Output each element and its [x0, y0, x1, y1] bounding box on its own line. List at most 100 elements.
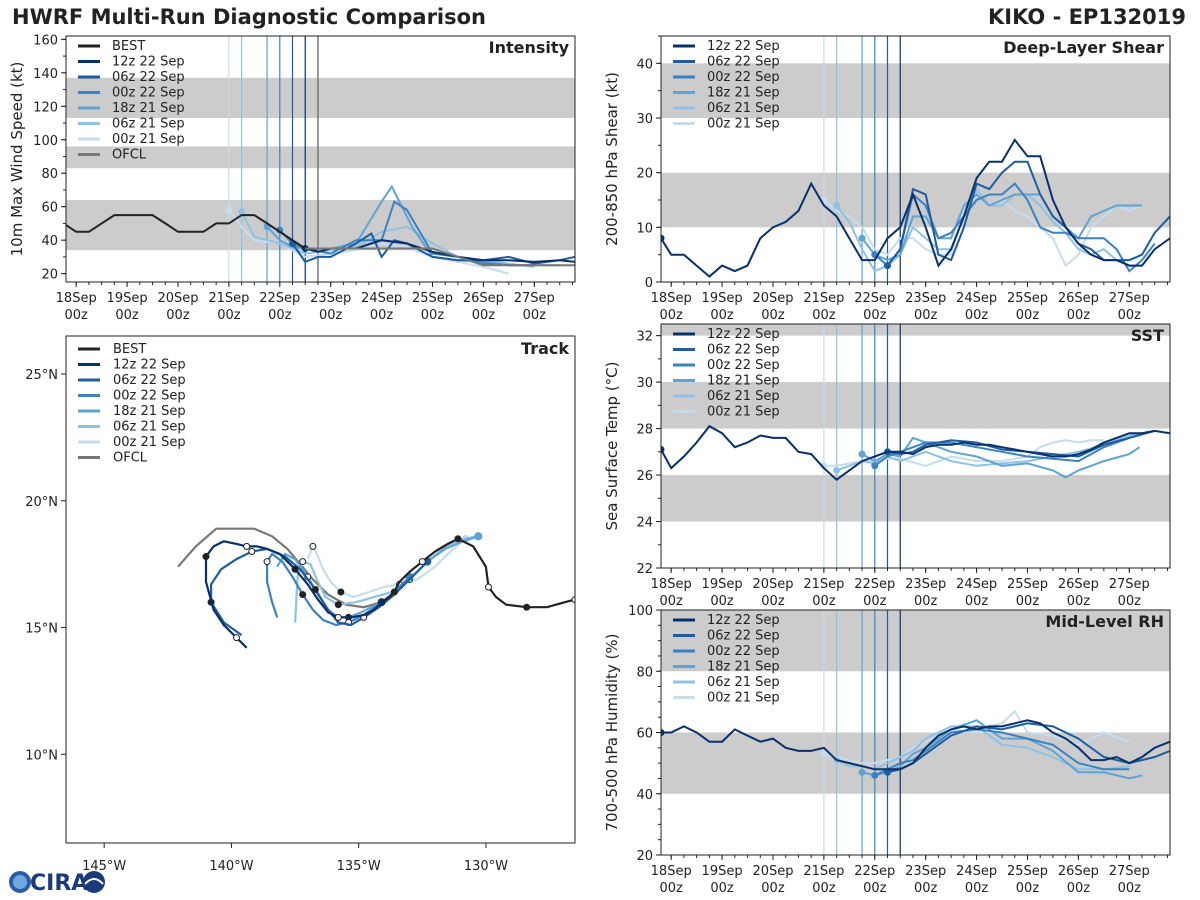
y-tick-label: 20: [41, 268, 58, 283]
plot-frame: [660, 609, 1171, 856]
x-tick-label-date: 26Sep: [1058, 577, 1099, 592]
y-tick-label: 60: [41, 201, 58, 216]
series-init-marker: [661, 234, 665, 242]
panel-title: Mid-Level RH: [1045, 612, 1164, 631]
lat-tick-label: 25°N: [25, 368, 58, 383]
track-position-marker: [207, 598, 215, 606]
x-tick-label-date: 19Sep: [107, 291, 148, 306]
x-tick-label-hour: 00z: [421, 308, 445, 323]
legend-label: 12z 22 Sep: [707, 327, 780, 342]
legend-label: OFCL: [112, 148, 147, 163]
lon-tick-label: 140°W: [209, 859, 253, 874]
legend-label: 18z 21 Sep: [707, 660, 780, 675]
series-line: [836, 429, 1155, 472]
legend-label: 12z 22 Sep: [707, 39, 780, 54]
best-track: [380, 537, 575, 609]
run-track: [210, 547, 429, 636]
legend-label: 06z 21 Sep: [707, 675, 780, 690]
x-tick-label-hour: 00z: [472, 308, 496, 323]
plot-frame: [660, 35, 1171, 283]
y-axis-label: Sea Surface Temp (°C): [603, 361, 621, 530]
x-tick-label-hour: 00z: [710, 594, 734, 609]
x-tick-label-hour: 00z: [217, 308, 241, 323]
series-line: [291, 232, 575, 265]
legend-label: 00z 22 Sep: [707, 644, 780, 659]
shade-band: [661, 382, 1170, 429]
x-tick-label-hour: 00z: [1067, 308, 1091, 323]
legend-label: BEST: [113, 342, 146, 357]
panel-title: Track: [521, 339, 569, 358]
best-position-marker: [523, 603, 531, 611]
x-tick-label-date: 22Sep: [854, 291, 895, 306]
best-position-marker: [571, 596, 575, 604]
shade-band: [661, 172, 1170, 228]
best-position-marker: [390, 588, 398, 596]
x-tick-label-hour: 00z: [710, 881, 734, 896]
x-tick-label-date: 27Sep: [1109, 577, 1150, 592]
logo-seal-wave: [84, 878, 104, 885]
legend-label: 00z 22 Sep: [707, 358, 780, 373]
x-tick-label-hour: 00z: [761, 594, 785, 609]
y-tick-label: 80: [41, 167, 58, 182]
y-tick-label: 20: [636, 849, 653, 864]
legend-label: 06z 22 Sep: [113, 373, 186, 388]
legend-label: 06z 22 Sep: [707, 343, 780, 358]
plot-frame: [660, 323, 1171, 569]
y-tick-label: 30: [636, 376, 653, 391]
x-tick-label-hour: 00z: [1067, 594, 1091, 609]
series-init-marker: [820, 196, 828, 204]
series-line: [887, 429, 1155, 458]
track-position-marker: [299, 558, 307, 566]
series-init-marker: [884, 262, 892, 270]
lat-tick-label: 10°N: [25, 748, 58, 763]
cira-logo: CIRA: [9, 871, 105, 896]
y-tick-label: 26: [636, 469, 653, 484]
y-tick-label: 40: [41, 234, 58, 249]
legend-label: 00z 21 Sep: [112, 132, 185, 147]
series-line: [861, 436, 1141, 479]
run-start-marker: [461, 534, 470, 543]
x-tick-label-date: 23Sep: [905, 864, 946, 879]
track-position-marker: [309, 542, 317, 550]
track-position-marker: [474, 532, 482, 540]
plot-area: [661, 36, 1170, 282]
series-init-marker: [820, 462, 828, 470]
panel-title: Deep-Layer Shear: [1003, 38, 1164, 57]
legend-label: 00z 22 Sep: [112, 86, 185, 101]
legend-label: OFCL: [113, 451, 148, 466]
track-position-marker: [263, 558, 271, 566]
x-tick-label-date: 25Sep: [1007, 577, 1048, 592]
series-line: [823, 709, 1130, 765]
y-tick-label: 32: [636, 330, 653, 345]
y-tick-label: 22: [636, 562, 653, 577]
x-tick-label-date: 18Sep: [56, 291, 97, 306]
shade-band: [661, 63, 1170, 118]
track-position-marker: [360, 613, 368, 621]
y-axis-label: 10m Max Wind Speed (kt): [8, 62, 26, 257]
track-position-marker: [406, 573, 414, 581]
track-position-marker: [243, 542, 251, 550]
series-line: [874, 436, 1130, 467]
logo-seal-icon: [83, 871, 105, 893]
logo-globe-inner: [13, 875, 27, 889]
x-tick-label-date: 25Sep: [1007, 291, 1048, 306]
shade-band: [661, 475, 1170, 522]
series-init-marker: [858, 450, 866, 458]
map-frame: [65, 335, 576, 844]
legend-label: 00z 22 Sep: [707, 70, 780, 85]
track-position-marker: [248, 547, 256, 555]
y-tick-label: 24: [636, 516, 653, 531]
plot-area: [66, 36, 575, 282]
x-tick-label-date: 27Sep: [1109, 291, 1150, 306]
series-line: [835, 187, 1142, 273]
series-init-marker: [884, 448, 892, 456]
x-tick-label-date: 26Sep: [1058, 864, 1099, 879]
x-tick-label-date: 20Sep: [157, 291, 198, 306]
y-tick-label: 120: [33, 100, 58, 115]
plot-frame: [65, 35, 576, 283]
x-tick-label-hour: 00z: [1118, 308, 1142, 323]
